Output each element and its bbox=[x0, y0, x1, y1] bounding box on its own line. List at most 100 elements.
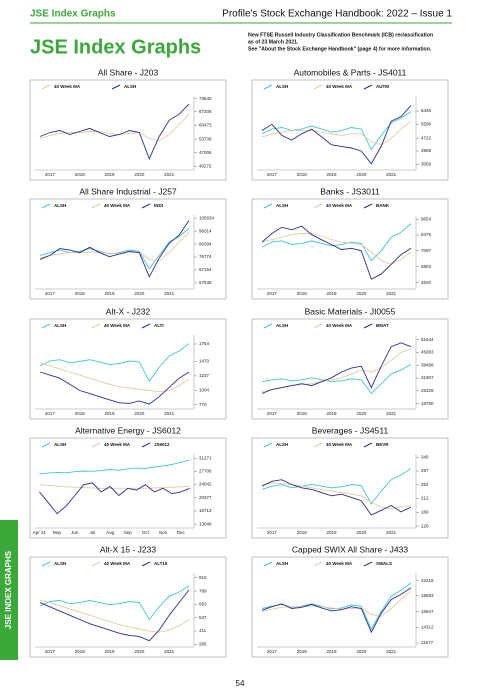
y-tick-label: 105634 bbox=[199, 215, 215, 220]
legend-swatch bbox=[263, 203, 273, 209]
x-tick-label: Apr 21 bbox=[33, 530, 47, 535]
side-tab-label: JSE INDEX GRAPHS bbox=[4, 550, 13, 629]
series-line bbox=[261, 223, 412, 262]
x-tick-label: 2017 bbox=[45, 291, 56, 296]
legend-swatch bbox=[141, 442, 151, 448]
series-line bbox=[261, 479, 412, 516]
legend-label: ALSH bbox=[54, 442, 66, 447]
chart-title: All Share - J203 bbox=[98, 67, 159, 77]
y-tick-label: 20377 bbox=[199, 495, 212, 500]
x-tick-label: Aug bbox=[106, 530, 115, 535]
legend-label: ALSH bbox=[276, 442, 288, 447]
y-tick-label: 789 bbox=[199, 588, 207, 593]
x-tick-label: Jun bbox=[71, 530, 79, 535]
y-tick-label: 4520 bbox=[421, 280, 432, 285]
legend-label: ALSH bbox=[54, 561, 66, 566]
legend-swatch bbox=[41, 203, 51, 209]
y-tick-label: 13048 bbox=[199, 521, 212, 526]
x-tick-label: 2017 bbox=[267, 530, 278, 535]
legend-label: SWALS bbox=[376, 561, 392, 566]
chart-frame bbox=[29, 556, 227, 658]
legend-label: ALT15 bbox=[154, 561, 168, 566]
legend-swatch bbox=[91, 561, 101, 567]
page-title: JSE Index Graphs bbox=[30, 36, 201, 58]
legend-label: ALSH bbox=[54, 203, 66, 208]
chart-title: All Share Industrial - J257 bbox=[79, 186, 177, 196]
y-tick-label: 31907 bbox=[421, 375, 434, 380]
y-tick-label: 19683 bbox=[421, 593, 434, 598]
y-tick-label: 7097 bbox=[421, 248, 432, 253]
y-tick-label: 3059 bbox=[421, 162, 432, 167]
legend-label: 40 Week MA bbox=[326, 561, 353, 566]
y-tick-label: 169 bbox=[421, 509, 429, 514]
series-line bbox=[39, 589, 190, 642]
legend-label: JS6012 bbox=[154, 442, 170, 447]
legend-swatch bbox=[141, 203, 151, 209]
x-tick-label: 2018 bbox=[75, 172, 86, 177]
x-tick-label: 2021 bbox=[386, 649, 397, 654]
legend-label: ALSH bbox=[276, 203, 288, 208]
y-tick-label: 25329 bbox=[421, 388, 434, 393]
x-tick-label: 2017 bbox=[267, 411, 278, 416]
legend-label: ALSH bbox=[276, 84, 288, 89]
y-tick-label: 1004 bbox=[199, 387, 210, 392]
x-tick-label: 2019 bbox=[105, 411, 116, 416]
legend-label: AUTM bbox=[376, 84, 389, 89]
y-tick-label: 18750 bbox=[421, 401, 434, 406]
x-tick-label: 2019 bbox=[327, 411, 338, 416]
legend-swatch bbox=[363, 442, 373, 448]
y-tick-label: 126 bbox=[421, 523, 429, 528]
y-tick-label: 24042 bbox=[199, 482, 212, 487]
chart-title: Automobiles & Parts - JS4011 bbox=[294, 67, 407, 77]
legend-swatch bbox=[263, 442, 273, 448]
header-right: Profile's Stock Exchange Handbook: 2022 … bbox=[222, 9, 452, 20]
x-tick-label: 2019 bbox=[105, 649, 116, 654]
y-tick-label: 212 bbox=[421, 496, 429, 501]
chart-title: Alternative Energy - JS6012 bbox=[75, 425, 181, 435]
x-tick-label: 2018 bbox=[75, 649, 86, 654]
legend-swatch bbox=[363, 84, 373, 90]
chart-title: Basic Materials - JI0055 bbox=[305, 306, 396, 316]
series-line bbox=[39, 232, 190, 262]
x-tick-label: 2020 bbox=[356, 172, 367, 177]
x-tick-label: 2019 bbox=[327, 291, 338, 296]
note-line: as of 23 March 2021. bbox=[248, 39, 299, 45]
legend-label: ALSH bbox=[54, 323, 66, 328]
x-tick-label: 2019 bbox=[327, 530, 338, 535]
y-tick-label: 57535 bbox=[199, 280, 212, 285]
x-tick-label: 2017 bbox=[267, 291, 278, 296]
chart-title: Alt-X - J232 bbox=[106, 306, 151, 316]
y-tick-label: 67154 bbox=[199, 267, 212, 272]
y-tick-label: 16947 bbox=[421, 609, 434, 614]
legend-label: BEVR bbox=[376, 442, 389, 447]
x-tick-label: Sep bbox=[124, 530, 133, 535]
y-tick-label: 915 bbox=[199, 575, 207, 580]
chart-frame bbox=[29, 79, 227, 181]
series-line bbox=[39, 371, 190, 405]
x-tick-label: 2018 bbox=[297, 172, 308, 177]
x-tick-label: 2017 bbox=[267, 649, 278, 654]
x-tick-label: Dec bbox=[177, 530, 186, 535]
chart-frame bbox=[251, 198, 449, 300]
series-line bbox=[261, 225, 412, 280]
legend-label: 40 Week MA bbox=[326, 84, 353, 89]
legend-label: 40 Week MA bbox=[326, 323, 353, 328]
y-tick-label: 285 bbox=[199, 642, 207, 647]
y-tick-label: 60473 bbox=[199, 123, 212, 128]
y-tick-label: 86394 bbox=[199, 241, 212, 246]
legend-swatch bbox=[263, 561, 273, 567]
y-tick-label: 31271 bbox=[199, 456, 212, 461]
series-line bbox=[39, 459, 190, 475]
y-tick-label: 76774 bbox=[199, 254, 212, 259]
x-tick-label: 2020 bbox=[356, 411, 367, 416]
legend-swatch bbox=[313, 84, 323, 90]
legend-swatch bbox=[141, 323, 151, 329]
legend-label: ALSH bbox=[276, 323, 288, 328]
y-tick-label: 16713 bbox=[199, 508, 212, 513]
series-line bbox=[39, 362, 190, 393]
y-tick-label: 45083 bbox=[421, 350, 434, 355]
y-tick-label: 96014 bbox=[199, 228, 212, 233]
x-tick-label: 2020 bbox=[356, 291, 367, 296]
x-tick-label: 2020 bbox=[356, 649, 367, 654]
x-tick-label: 2021 bbox=[164, 291, 175, 296]
